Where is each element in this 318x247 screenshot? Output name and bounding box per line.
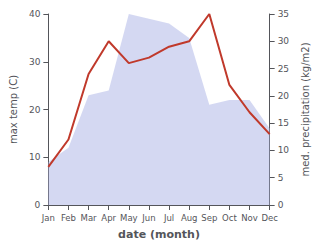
svg-text:0: 0 [278,200,284,210]
svg-text:Mar: Mar [81,213,98,223]
svg-text:Apr: Apr [101,213,116,223]
svg-text:Jul: Jul [163,213,174,223]
svg-text:20: 20 [29,105,41,115]
svg-text:0: 0 [35,200,41,210]
svg-text:35: 35 [278,9,289,19]
svg-text:Aug: Aug [181,213,198,223]
svg-text:Sep: Sep [201,213,217,223]
svg-text:May: May [120,213,138,223]
svg-text:10: 10 [278,145,290,155]
svg-text:25: 25 [278,64,289,74]
svg-text:date (month): date (month) [118,228,200,241]
svg-text:max temp (C): max temp (C) [8,75,19,144]
svg-text:15: 15 [278,118,289,128]
svg-text:Jun: Jun [141,213,155,223]
svg-text:5: 5 [278,173,284,183]
svg-text:10: 10 [29,152,41,162]
svg-text:Dec: Dec [261,213,278,223]
svg-text:Feb: Feb [61,213,76,223]
svg-text:30: 30 [29,57,41,67]
svg-text:Oct: Oct [222,213,237,223]
svg-text:med. precipitation (kg/m2): med. precipitation (kg/m2) [300,42,311,176]
svg-text:20: 20 [278,91,290,101]
svg-text:Jan: Jan [41,213,55,223]
svg-text:Nov: Nov [241,213,258,223]
svg-text:30: 30 [278,36,290,46]
svg-text:40: 40 [29,9,41,19]
